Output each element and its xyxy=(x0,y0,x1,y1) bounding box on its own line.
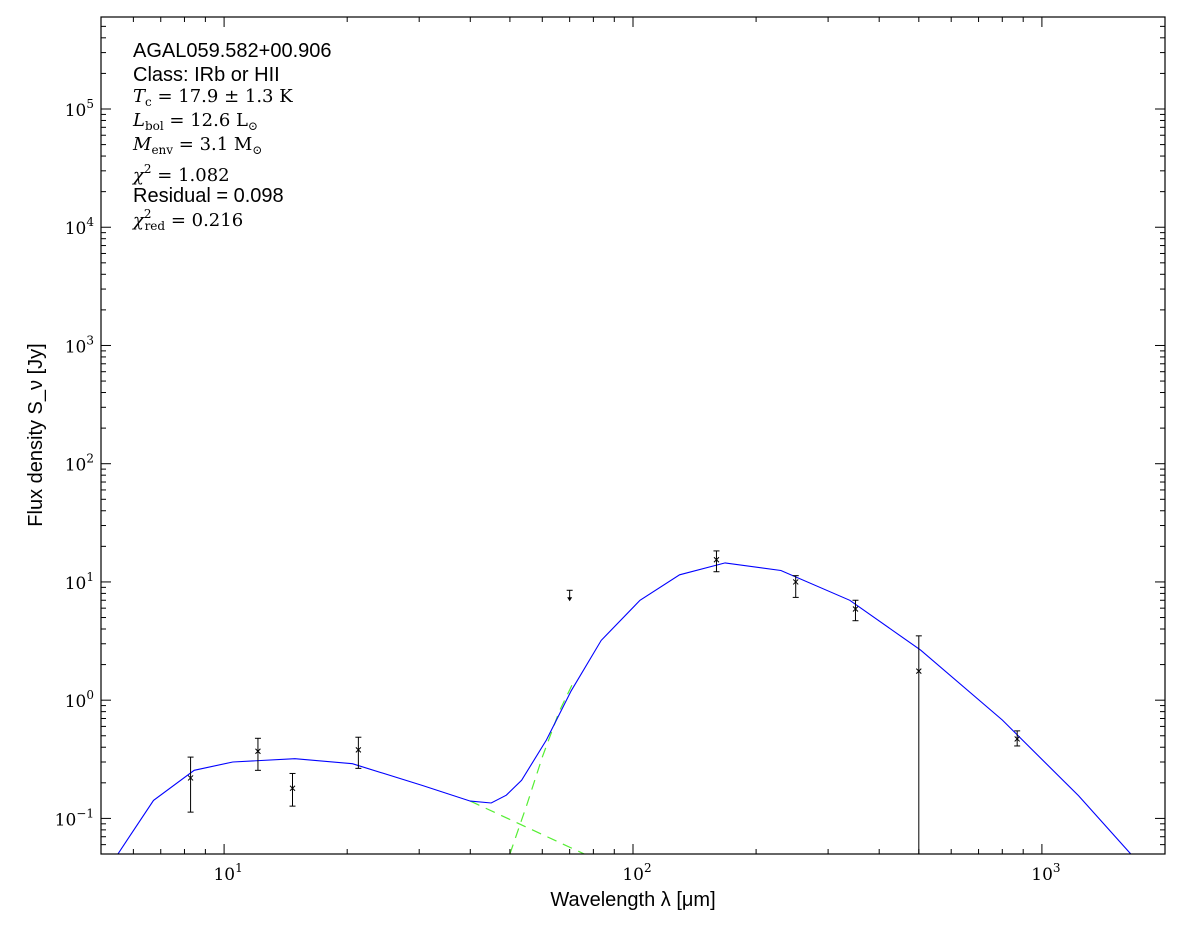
data-point xyxy=(289,772,296,807)
source-name: AGAL059.582+00.906 xyxy=(133,40,332,62)
point-marker xyxy=(289,785,296,792)
upper-limit-point xyxy=(566,589,573,602)
data-point xyxy=(915,635,922,854)
ticks: 101 102 103 10−1 100 101 102 103 104 105 xyxy=(55,16,1166,885)
data-point xyxy=(713,550,720,573)
point-marker xyxy=(792,579,799,585)
upper-limit-arrow xyxy=(567,597,573,602)
x-tick-label: 103 xyxy=(1031,861,1060,885)
point-marker xyxy=(355,747,362,753)
model-sed-line xyxy=(117,562,1132,854)
x-axis-label: Wavelength λ [μm] xyxy=(550,889,715,911)
point-marker xyxy=(255,748,261,755)
y-tick-label: 105 xyxy=(65,97,94,121)
data-point xyxy=(355,736,362,769)
data-point xyxy=(1014,730,1021,747)
y-tick-label: 104 xyxy=(65,215,95,239)
source-class: Class: IRb or HII xyxy=(133,64,280,86)
annotation-menv: Menv = 3.1 M⊙ xyxy=(133,134,263,157)
data-point xyxy=(254,737,261,771)
y-tick-label: 103 xyxy=(65,333,94,357)
annotation-tc: Tc = 17.9 ± 1.3 K xyxy=(133,86,293,109)
point-marker xyxy=(1014,736,1021,742)
annotation-residual: Residual = 0.098 xyxy=(133,185,284,207)
data-point xyxy=(187,756,194,813)
point-marker xyxy=(915,668,922,674)
y-tick-label: 102 xyxy=(65,452,94,476)
y-tick-label: 100 xyxy=(65,688,94,712)
point-marker xyxy=(713,556,720,563)
annotation-chi2-red: χ2red = 0.216 xyxy=(133,207,244,233)
annotation-chi2: χ2 = 1.082 xyxy=(133,162,230,186)
point-marker xyxy=(187,775,194,781)
data-point xyxy=(852,599,859,622)
x-tick-label: 102 xyxy=(622,861,651,885)
y-axis-label: Flux density S_ν [Jy] xyxy=(25,343,47,526)
cold-component-line xyxy=(509,679,576,854)
data-point xyxy=(792,575,799,598)
annotation-lbol: Lbol = 12.6 L⊙ xyxy=(133,110,259,133)
hot-component-line xyxy=(470,800,585,854)
point-marker xyxy=(852,606,859,612)
curves xyxy=(117,562,1132,854)
y-tick-label: 101 xyxy=(65,570,94,594)
y-tick-label: 10−1 xyxy=(55,806,94,830)
x-tick-label: 101 xyxy=(213,861,242,885)
data-points xyxy=(187,550,1021,854)
